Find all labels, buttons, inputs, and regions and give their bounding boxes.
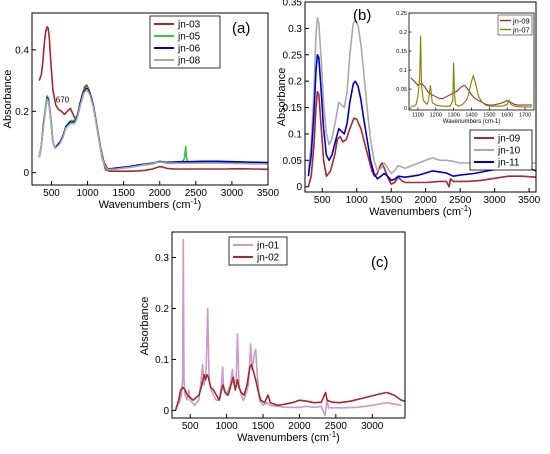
legend-box — [469, 129, 533, 171]
series-line-jn-06 — [38, 87, 268, 170]
y-axis-label: Absorbance — [2, 70, 14, 129]
chart-panel-2: 500 1000 1500 2000 2500 3000 3500 0 0.05 0.1 0.15 0… — [276, 0, 541, 218]
inset-y-tick-label: 0.1 — [399, 68, 407, 74]
series-line-jn-02 — [174, 363, 405, 411]
x-tick-label: 500 — [314, 195, 331, 206]
y-tick-label: 0 — [23, 168, 29, 179]
y-axis-label: Absorbance — [276, 68, 288, 127]
panel-label: (c) — [371, 254, 389, 271]
inset-x-tick-label: 1500 — [483, 113, 495, 119]
x-tick-label: 1000 — [76, 188, 99, 199]
panel-label: (b) — [353, 7, 371, 24]
y-tick-label: 0.2 — [288, 77, 302, 88]
chart-panel-3: 500 1000 1500 2000 2500 3000 0 0.1 0.2 0.3 Wavenum… — [139, 231, 406, 444]
legend-label-jn-08: jn-08 — [177, 56, 201, 67]
inset-panel: 1100 1200 1300 1400 1500 1600 1700 0 0.05 0.1 0.15… — [396, 11, 535, 125]
y-tick-label: 0 — [163, 406, 169, 417]
y-tick-label: 0.05 — [283, 156, 303, 167]
y-tick-label: 0.3 — [288, 24, 302, 35]
x-tick-label: 3000 — [221, 188, 244, 199]
legend-label-jn-05: jn-05 — [177, 32, 201, 43]
x-tick-label: 500 — [182, 421, 199, 432]
y-tick-label: 0.35 — [283, 0, 303, 9]
y-tick-label: 0 — [296, 182, 302, 193]
inset-y-tick-label: 0.25 — [396, 11, 407, 17]
inset-y-tick-label: 0.2 — [399, 30, 407, 36]
x-tick-label: 3000 — [361, 421, 384, 432]
x-tick-label: 2000 — [149, 188, 172, 199]
series-line-jn-11 — [307, 54, 536, 182]
inset-x-tick-label: 1400 — [465, 113, 477, 119]
x-axis-label: Wavenumbers (cm-1) — [99, 197, 202, 211]
y-tick-label: 0.4 — [15, 45, 29, 56]
legend-label-jn-06: jn-06 — [177, 44, 201, 55]
plot-frame — [31, 12, 269, 186]
inset-y-tick-label: 0.15 — [396, 49, 407, 55]
legend-box — [228, 236, 288, 266]
x-tick-label: 1500 — [252, 421, 275, 432]
series-line-jn-05 — [38, 85, 268, 171]
inset-legend-label-jn-07: jn-07 — [512, 25, 530, 34]
x-tick-label: 2500 — [325, 421, 348, 432]
legend-label-jn-11: jn-11 — [497, 158, 520, 169]
x-tick-label: 1500 — [113, 188, 136, 199]
plot-frame — [304, 1, 537, 193]
inset-y-tick-label: 0 — [404, 106, 407, 112]
y-tick-label: 0.15 — [283, 103, 303, 114]
y-tick-label: 0.25 — [283, 50, 303, 61]
x-tick-label: 500 — [43, 188, 60, 199]
series-line-jn-09 — [307, 90, 536, 188]
y-axis-label: Absorbance — [139, 297, 151, 356]
series-line-jn-08 — [38, 89, 268, 171]
y-tick-label: 0.3 — [155, 253, 169, 264]
inset-x-tick-label: 1700 — [519, 113, 531, 119]
x-axis-label: Wavenumbers (cm-1) — [237, 430, 340, 444]
chart-panel-1: 500 1000 1500 2000 2500 3000 3500 0 0.2 0.4 Wavenu… — [2, 12, 280, 211]
x-tick-label: 2000 — [288, 421, 311, 432]
inset-x-tick-label: 1200 — [430, 113, 442, 119]
series-line-jn-10 — [307, 17, 536, 175]
y-tick-label: 0.1 — [288, 129, 302, 140]
x-tick-label: 2000 — [415, 195, 438, 206]
inset-series-line-jn-07 — [410, 35, 533, 108]
legend-label-jn-10: jn-10 — [497, 146, 521, 157]
legend-label-jn-09: jn-09 — [497, 134, 521, 145]
inset-x-tick-label: 1100 — [412, 113, 424, 119]
x-axis-label: Wavenumbers (cm-1) — [369, 204, 472, 218]
y-tick-label: 0.2 — [155, 304, 169, 315]
x-tick-label: 1000 — [215, 421, 238, 432]
inset-y-tick-label: 0.05 — [396, 87, 407, 93]
x-tick-label: 1500 — [380, 195, 403, 206]
y-tick-label: 0.1 — [155, 355, 169, 366]
x-tick-label: 3500 — [518, 195, 541, 206]
annotation-label: 670 — [56, 96, 70, 105]
series-line-jn-01 — [174, 238, 402, 417]
panel-label: (a) — [232, 20, 250, 37]
y-tick-label: 0.2 — [15, 107, 29, 118]
x-tick-label: 2500 — [449, 195, 472, 206]
legend-label-jn-01: jn-01 — [256, 241, 280, 252]
x-tick-label: 1000 — [346, 195, 369, 206]
x-tick-label: 3500 — [257, 188, 280, 199]
x-tick-label: 3000 — [484, 195, 507, 206]
plot-frame — [171, 231, 406, 419]
inset-x-tick-label: 1300 — [448, 113, 460, 119]
inset-legend-label-jn-09: jn-09 — [512, 16, 530, 25]
inset-x-tick-label: 1600 — [501, 113, 513, 119]
legend-label-jn-03: jn-03 — [177, 20, 201, 31]
inset-x-axis-label: Wavenumbers (cm-1) — [443, 119, 500, 125]
x-tick-label: 2500 — [185, 188, 208, 199]
legend-label-jn-02: jn-02 — [256, 253, 280, 264]
